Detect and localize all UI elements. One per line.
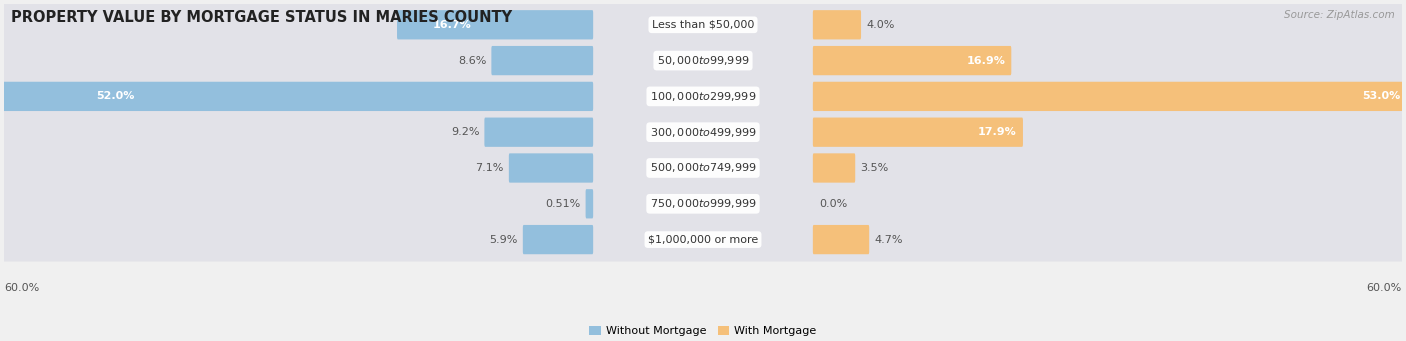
FancyBboxPatch shape: [485, 118, 593, 147]
FancyBboxPatch shape: [3, 146, 1403, 190]
Text: $750,000 to $999,999: $750,000 to $999,999: [650, 197, 756, 210]
Text: 5.9%: 5.9%: [489, 235, 517, 244]
FancyBboxPatch shape: [585, 189, 593, 219]
FancyBboxPatch shape: [813, 118, 1024, 147]
Text: $300,000 to $499,999: $300,000 to $499,999: [650, 126, 756, 139]
Text: 17.9%: 17.9%: [979, 127, 1017, 137]
Text: $50,000 to $99,999: $50,000 to $99,999: [657, 54, 749, 67]
Text: 16.7%: 16.7%: [433, 20, 471, 30]
Text: 8.6%: 8.6%: [458, 56, 486, 65]
Text: 9.2%: 9.2%: [451, 127, 479, 137]
FancyBboxPatch shape: [509, 153, 593, 183]
FancyBboxPatch shape: [3, 110, 1403, 154]
FancyBboxPatch shape: [523, 225, 593, 254]
Text: 53.0%: 53.0%: [1362, 91, 1400, 101]
Text: Less than $50,000: Less than $50,000: [652, 20, 754, 30]
Text: $100,000 to $299,999: $100,000 to $299,999: [650, 90, 756, 103]
Text: 16.9%: 16.9%: [966, 56, 1005, 65]
Text: 0.0%: 0.0%: [820, 199, 848, 209]
FancyBboxPatch shape: [813, 10, 860, 40]
FancyBboxPatch shape: [396, 10, 593, 40]
FancyBboxPatch shape: [813, 153, 855, 183]
Legend: Without Mortgage, With Mortgage: Without Mortgage, With Mortgage: [585, 322, 821, 341]
FancyBboxPatch shape: [813, 82, 1406, 111]
FancyBboxPatch shape: [3, 3, 1403, 47]
FancyBboxPatch shape: [813, 46, 1011, 75]
FancyBboxPatch shape: [3, 74, 1403, 118]
Text: Source: ZipAtlas.com: Source: ZipAtlas.com: [1284, 10, 1395, 20]
FancyBboxPatch shape: [3, 39, 1403, 83]
FancyBboxPatch shape: [3, 218, 1403, 262]
FancyBboxPatch shape: [3, 182, 1403, 226]
Text: $500,000 to $749,999: $500,000 to $749,999: [650, 162, 756, 175]
FancyBboxPatch shape: [491, 46, 593, 75]
Text: 4.0%: 4.0%: [866, 20, 894, 30]
Text: 3.5%: 3.5%: [860, 163, 889, 173]
Text: 7.1%: 7.1%: [475, 163, 503, 173]
Text: PROPERTY VALUE BY MORTGAGE STATUS IN MARIES COUNTY: PROPERTY VALUE BY MORTGAGE STATUS IN MAR…: [11, 10, 512, 25]
FancyBboxPatch shape: [813, 225, 869, 254]
Text: 0.51%: 0.51%: [546, 199, 581, 209]
FancyBboxPatch shape: [0, 82, 593, 111]
Text: 52.0%: 52.0%: [96, 91, 134, 101]
Text: $1,000,000 or more: $1,000,000 or more: [648, 235, 758, 244]
Text: 4.7%: 4.7%: [875, 235, 903, 244]
Text: 60.0%: 60.0%: [4, 283, 39, 293]
Text: 60.0%: 60.0%: [1367, 283, 1402, 293]
